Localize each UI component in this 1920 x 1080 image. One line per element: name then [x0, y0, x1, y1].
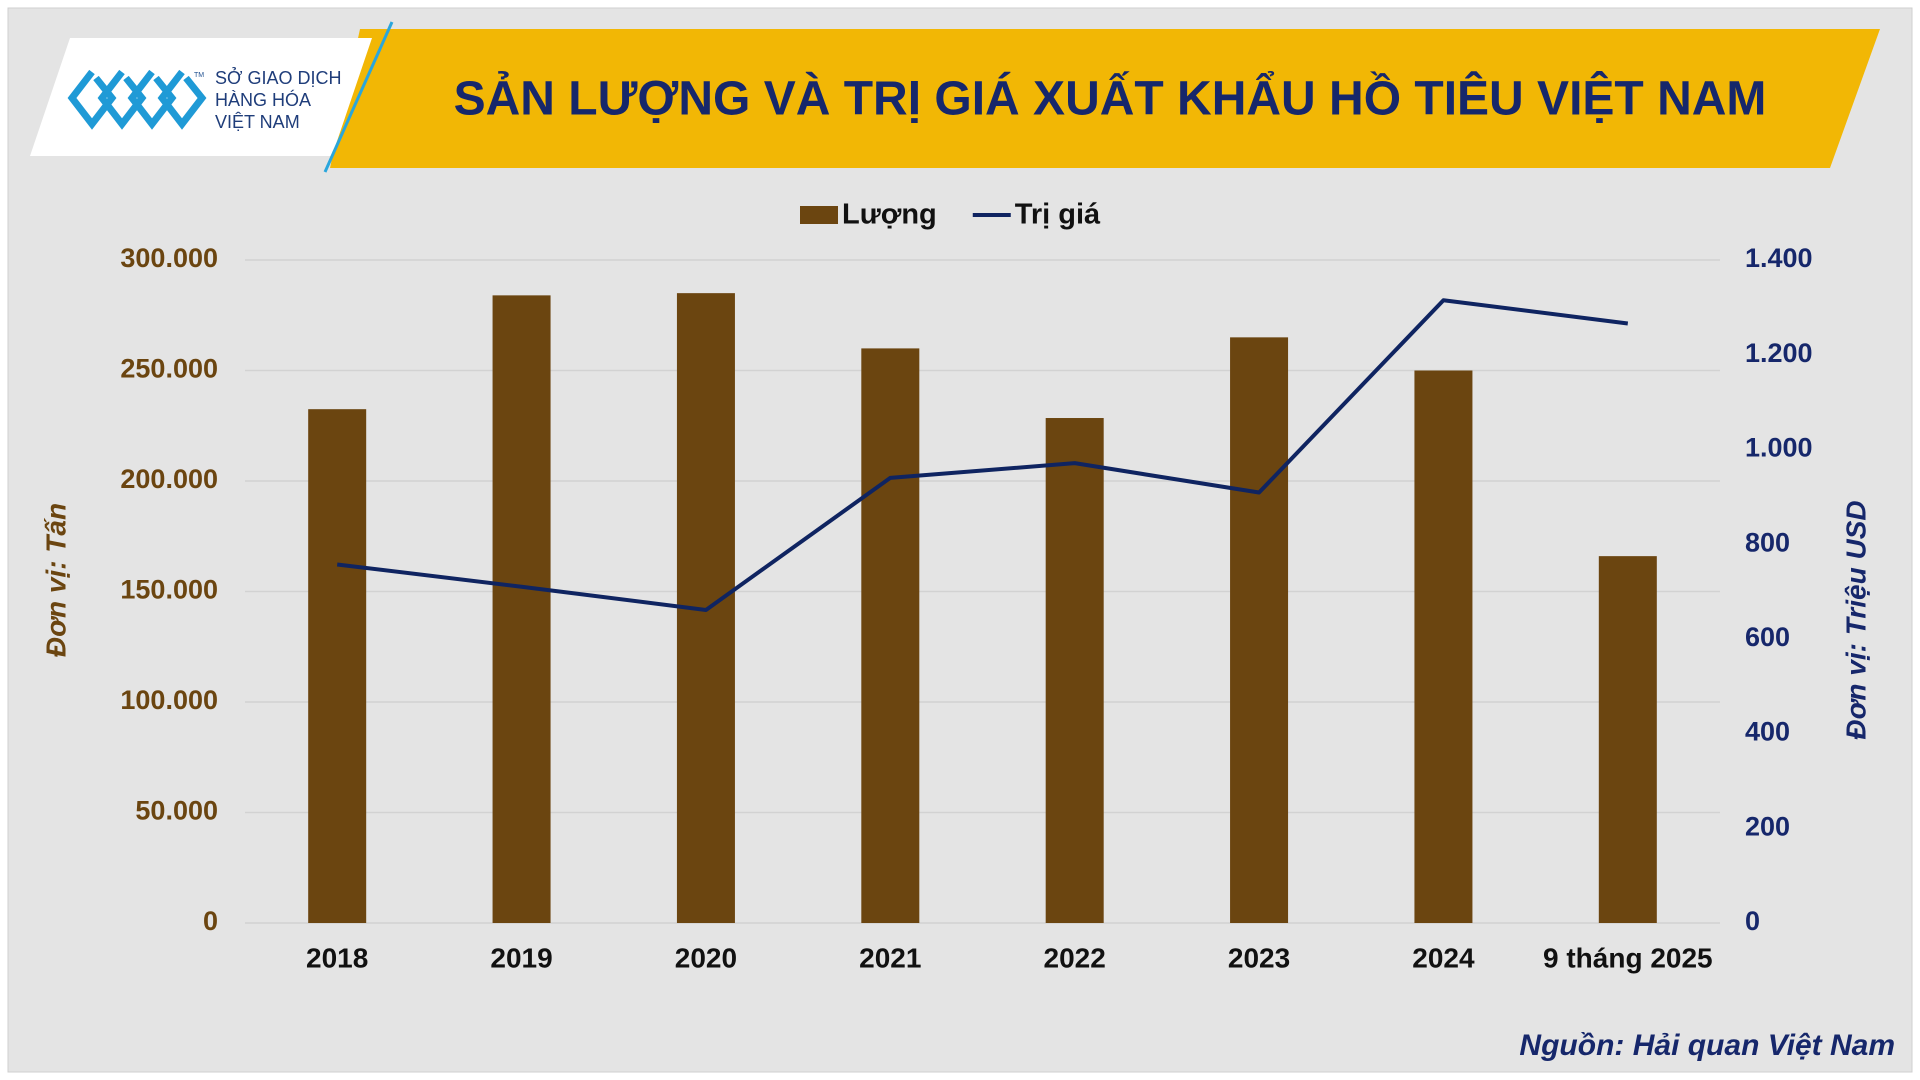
y2-axis-title: Đơn vị: Triệu USD: [1840, 500, 1871, 739]
bar: [1414, 370, 1473, 923]
y-tick-label: 200.000: [120, 464, 218, 494]
y2-tick-label: 600: [1745, 622, 1790, 652]
x-tick-label: 2023: [1228, 942, 1290, 973]
legend-label: Trị giá: [1015, 199, 1101, 231]
x-tick-label: 2019: [490, 942, 552, 973]
y-tick-label: 50.000: [135, 796, 218, 826]
x-tick-label: 2022: [1044, 942, 1106, 973]
y-tick-label: 300.000: [120, 243, 218, 273]
legend-label: Lượng: [842, 199, 937, 231]
x-tick-label: 2018: [306, 942, 368, 973]
y2-tick-label: 400: [1745, 717, 1790, 747]
bar: [492, 295, 551, 923]
logo-text: VIỆT NAM: [215, 112, 300, 132]
logo-accent: [323, 21, 394, 173]
y2-tick-label: 1.400: [1745, 243, 1813, 273]
bar: [1598, 556, 1657, 923]
line: [336, 298, 1629, 612]
y2-tick-label: 800: [1745, 527, 1790, 557]
y2-tick-label: 1.200: [1745, 338, 1813, 368]
bar: [861, 348, 920, 923]
logo-icon: [67, 69, 207, 130]
bar: [1045, 418, 1104, 923]
y-axis-title: Đơn vị: Tấn: [40, 503, 71, 657]
source: Nguồn: Hải quan Việt Nam: [1519, 1029, 1895, 1062]
x-tick-label: 2020: [675, 942, 737, 973]
logo-text: SỞ GIAO DỊCH: [215, 67, 341, 88]
x-tick-label: 9 tháng 2025: [1543, 942, 1713, 973]
y2-tick-label: 1.000: [1745, 433, 1813, 463]
bar: [308, 409, 367, 923]
x-tick-label: 2024: [1412, 942, 1475, 973]
y2-tick-label: 200: [1745, 811, 1790, 841]
logo-mark: TM: [194, 72, 204, 79]
legend-swatch: [800, 206, 838, 224]
logo-text: HÀNG HÓA: [215, 89, 311, 110]
y-tick-label: 0: [203, 906, 218, 936]
chart-title: SẢN LƯỢNG VÀ TRỊ GIÁ XUẤT KHẨU HỒ TIÊU V…: [454, 71, 1767, 126]
y-tick-label: 150.000: [120, 575, 218, 605]
y-tick-label: 100.000: [120, 685, 218, 715]
bar: [1230, 337, 1289, 924]
y2-tick-label: 0: [1745, 906, 1760, 936]
y-tick-label: 250.000: [120, 354, 218, 384]
x-tick-label: 2021: [859, 942, 921, 973]
title-band: [330, 29, 1880, 168]
